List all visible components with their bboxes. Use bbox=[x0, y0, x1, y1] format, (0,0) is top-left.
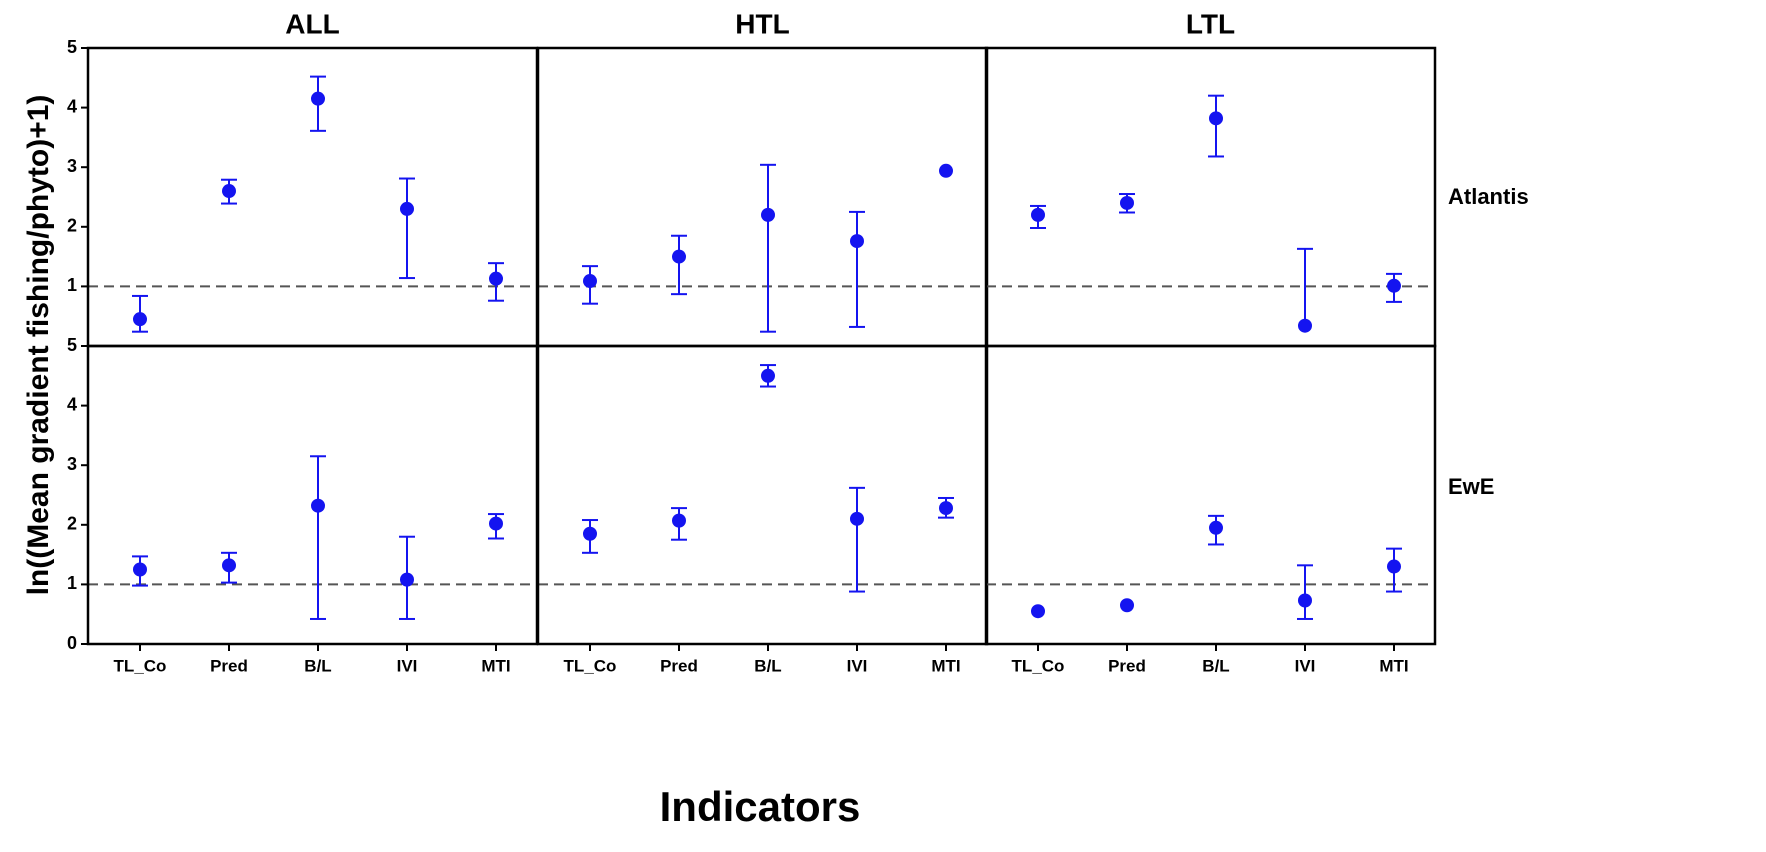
row-label: Atlantis bbox=[1448, 184, 1529, 209]
point bbox=[761, 368, 775, 383]
panel-frame bbox=[86, 46, 539, 348]
point bbox=[400, 201, 414, 216]
x-tick-label: IVI bbox=[397, 656, 418, 675]
x-tick-label: Pred bbox=[660, 656, 698, 675]
x-tick-label: B/L bbox=[304, 656, 331, 675]
y-tick-label: 4 bbox=[67, 96, 77, 116]
x-tick-label: TL_Co bbox=[564, 656, 617, 675]
panel-frame bbox=[984, 344, 1437, 646]
y-tick-label: 2 bbox=[67, 514, 77, 534]
panel-frame bbox=[536, 46, 989, 348]
y-tick-label: 4 bbox=[67, 394, 77, 414]
x-axis-label: Indicators bbox=[660, 783, 861, 830]
y-tick-label: 3 bbox=[67, 454, 77, 474]
y-tick-label: 0 bbox=[67, 633, 77, 653]
point bbox=[1387, 278, 1401, 293]
point bbox=[850, 511, 864, 526]
point bbox=[672, 249, 686, 264]
point bbox=[222, 184, 236, 199]
y-tick-label: 5 bbox=[67, 335, 77, 355]
point bbox=[672, 513, 686, 528]
y-tick-label: 3 bbox=[67, 156, 77, 176]
x-tick-label: MTI bbox=[931, 656, 960, 675]
x-tick-label: TL_Co bbox=[1012, 656, 1065, 675]
y-tick-label: 2 bbox=[67, 216, 77, 236]
y-tick-label: 1 bbox=[67, 573, 77, 593]
point bbox=[489, 516, 503, 531]
point bbox=[1120, 195, 1134, 210]
point bbox=[1209, 520, 1223, 535]
point bbox=[133, 562, 147, 577]
point bbox=[311, 91, 325, 106]
point bbox=[400, 572, 414, 587]
row-label: EwE bbox=[1448, 474, 1494, 499]
x-tick-label: MTI bbox=[481, 656, 510, 675]
point bbox=[1031, 604, 1045, 619]
x-tick-label: TL_Co bbox=[114, 656, 167, 675]
point bbox=[133, 312, 147, 327]
column-title: HTL bbox=[735, 8, 789, 39]
point bbox=[1298, 593, 1312, 608]
x-tick-label: Pred bbox=[1108, 656, 1146, 675]
point bbox=[939, 501, 953, 516]
x-tick-label: IVI bbox=[847, 656, 868, 675]
point bbox=[1387, 559, 1401, 574]
x-tick-label: MTI bbox=[1379, 656, 1408, 675]
point bbox=[222, 558, 236, 573]
y-axis-label: ln((Mean gradient fishing/phyto)+1) bbox=[22, 95, 55, 596]
y-tick-label: 1 bbox=[67, 275, 77, 295]
panel-frame bbox=[984, 46, 1437, 348]
point bbox=[939, 163, 953, 178]
x-tick-label: B/L bbox=[1202, 656, 1229, 675]
point bbox=[1298, 318, 1312, 333]
y-tick-label: 5 bbox=[67, 37, 77, 57]
point bbox=[761, 207, 775, 222]
x-tick-label: Pred bbox=[210, 656, 248, 675]
panel-frame bbox=[536, 344, 989, 646]
point bbox=[850, 234, 864, 249]
point bbox=[583, 526, 597, 541]
point bbox=[489, 271, 503, 286]
panel-frame bbox=[86, 344, 539, 646]
x-tick-label: IVI bbox=[1295, 656, 1316, 675]
point bbox=[1120, 598, 1134, 613]
column-title: LTL bbox=[1186, 8, 1235, 39]
x-tick-label: B/L bbox=[754, 656, 781, 675]
point bbox=[1031, 207, 1045, 222]
column-title: ALL bbox=[285, 8, 339, 39]
point bbox=[583, 274, 597, 289]
point bbox=[311, 498, 325, 513]
point bbox=[1209, 111, 1223, 126]
